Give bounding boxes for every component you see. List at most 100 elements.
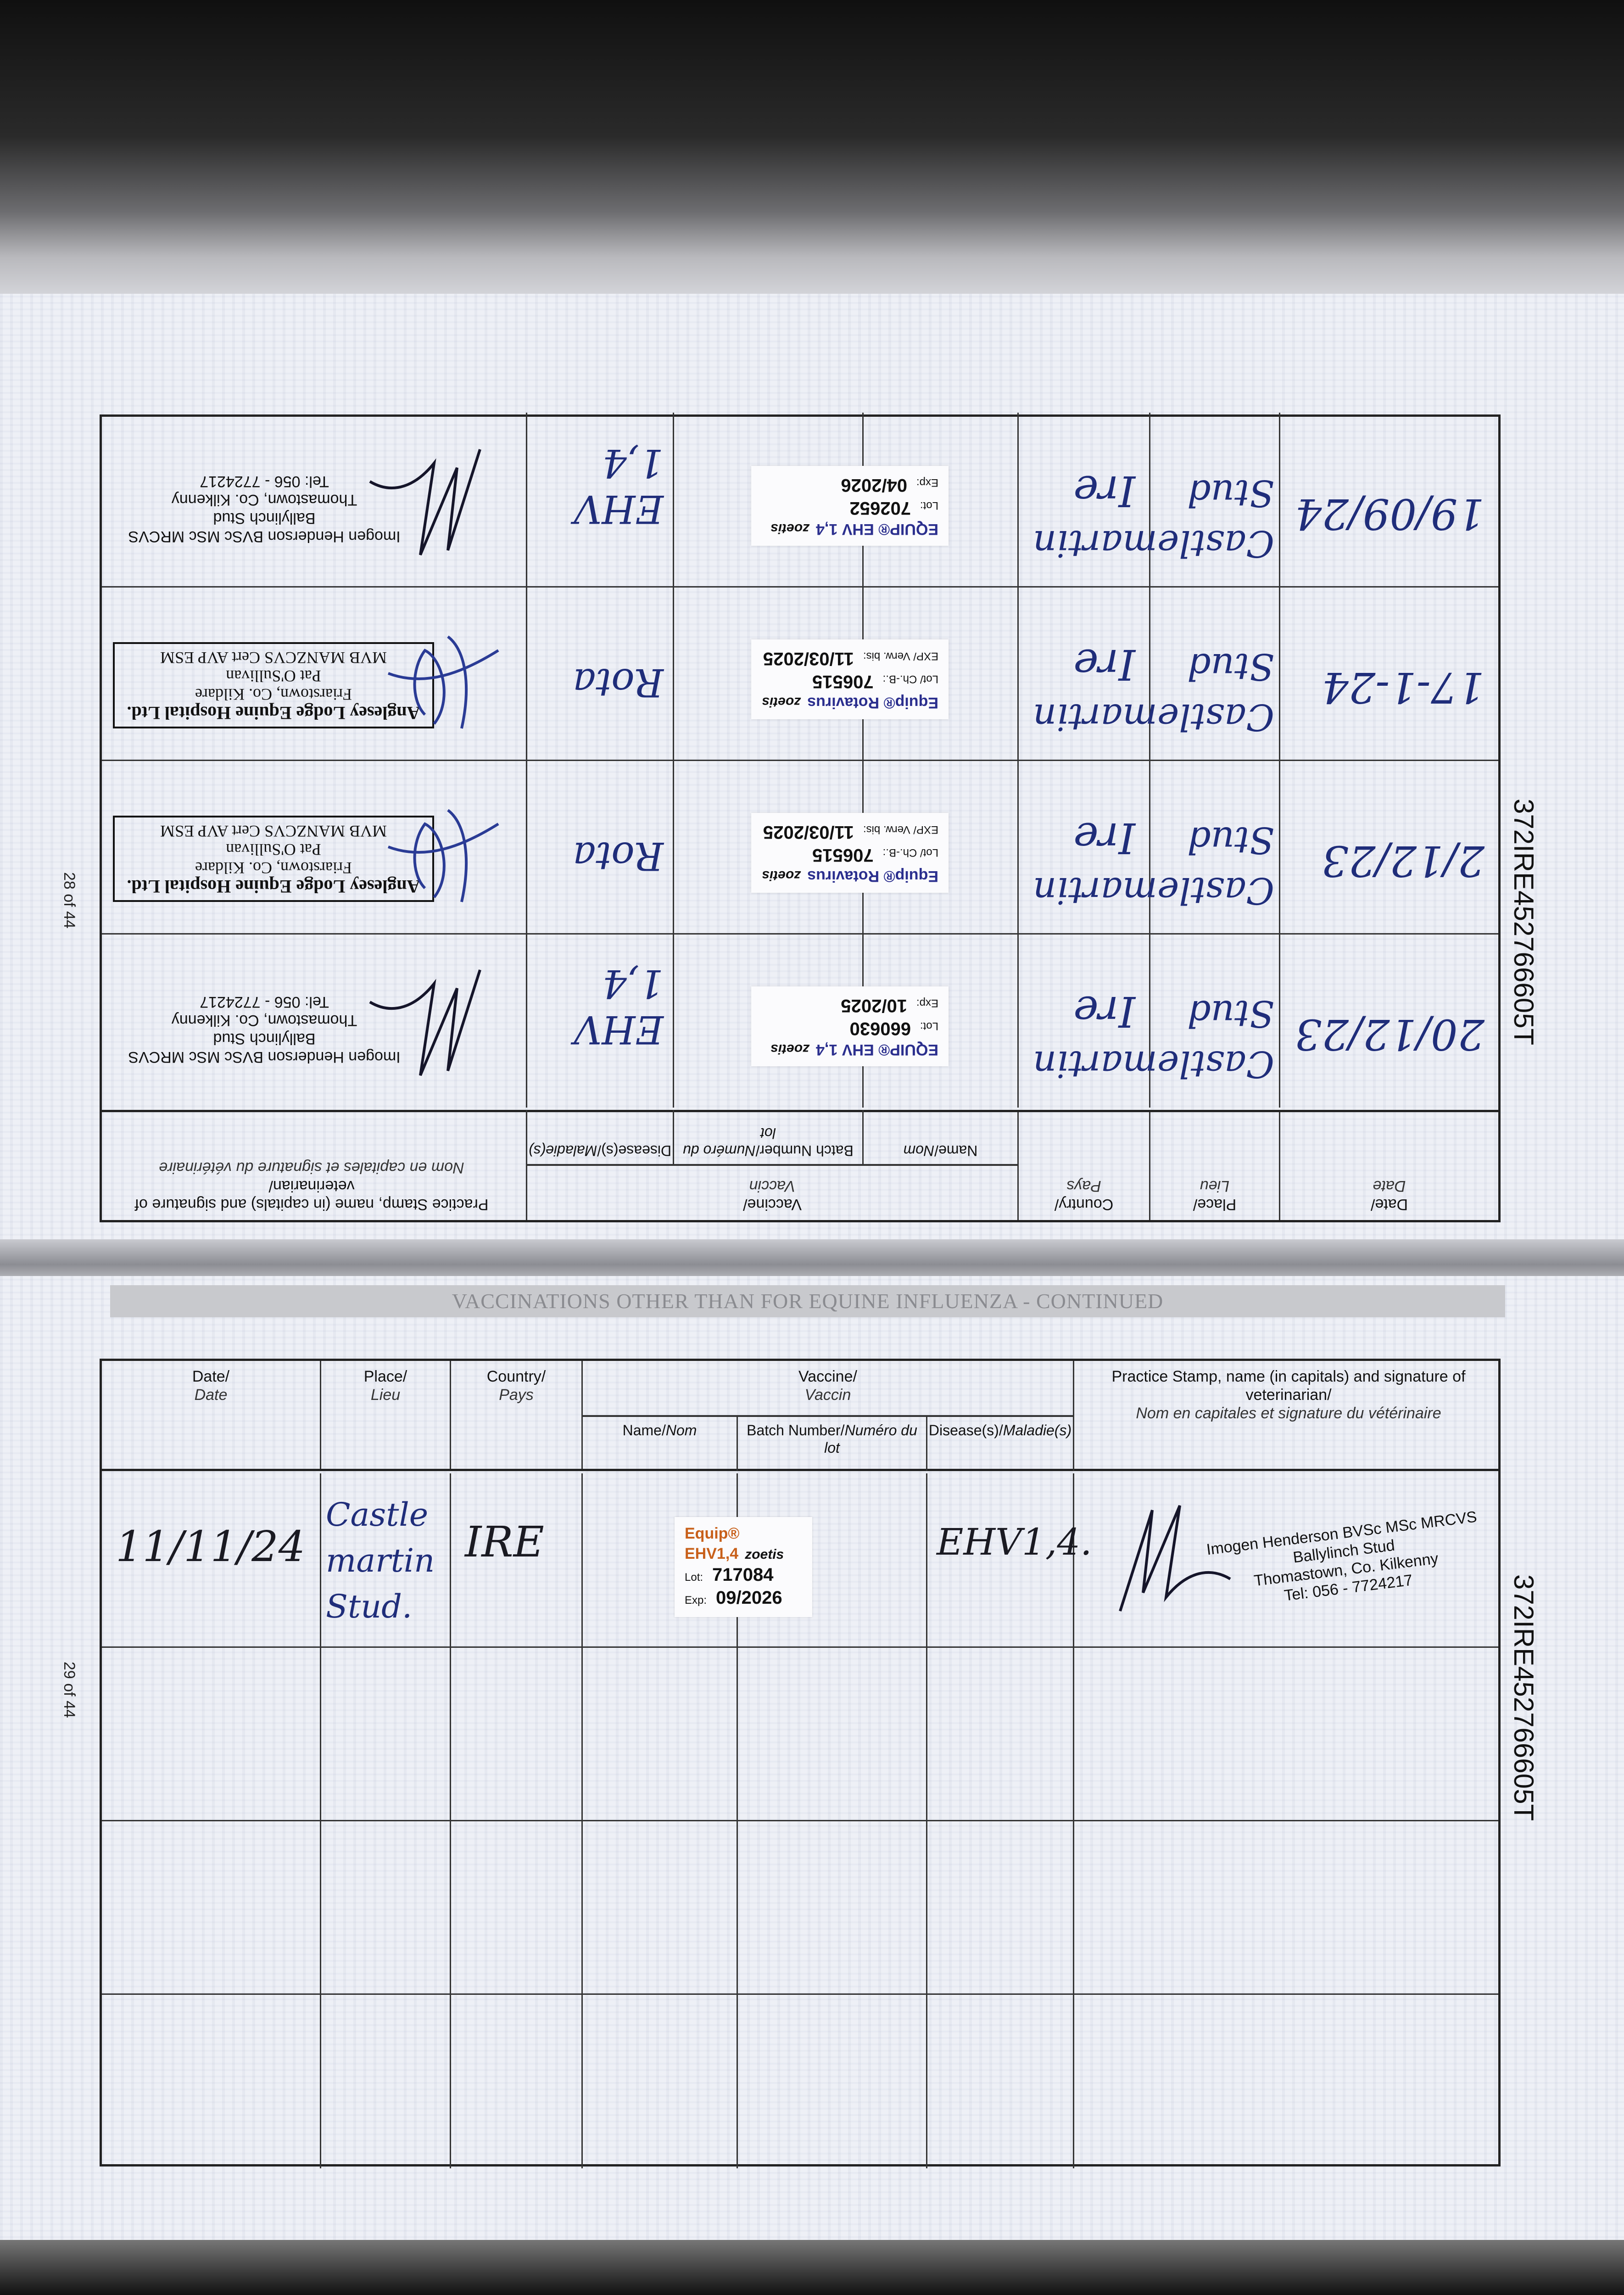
header-date: Date/Date bbox=[102, 1361, 321, 1469]
column-divider bbox=[526, 413, 527, 587]
sticker-exp-label: Exp: bbox=[685, 1594, 707, 1606]
disease-entry: EHV 1,4 bbox=[574, 961, 664, 1052]
stamp-cell: Anglesey Lodge Equine Hospital Ltd. Friar… bbox=[97, 761, 526, 934]
scanner-background-top bbox=[0, 0, 1624, 303]
sticker-exp-line: EXP/ Verw. bis: 11/03/2025 bbox=[761, 819, 938, 842]
passport-page-29 bbox=[0, 1276, 1624, 2245]
header-stamp-fr: Nom en capitales et signature du vétérin… bbox=[159, 1159, 464, 1176]
sticker-lot: 660630 bbox=[849, 1019, 911, 1039]
header-country: Country/Pays bbox=[451, 1361, 583, 1469]
page-number-28: 28 of 44 bbox=[61, 872, 78, 929]
sticker-exp: 11/03/2025 bbox=[763, 822, 854, 842]
column-divider bbox=[673, 761, 674, 934]
header-country-en: Country/ bbox=[1054, 1196, 1114, 1213]
sticker-exp-line: EXP/ Verw. bis: 11/03/2025 bbox=[761, 646, 938, 669]
signature-icon bbox=[387, 809, 499, 902]
column-divider bbox=[450, 1647, 451, 1820]
column-divider bbox=[1279, 761, 1280, 934]
column-divider bbox=[1279, 588, 1280, 761]
column-divider bbox=[320, 1994, 321, 2168]
column-divider bbox=[450, 1473, 451, 1646]
vaccine-label-sticker: Equip® EHV1,4 zoetis Lot: 717084 Exp: 09/2026 bbox=[675, 1517, 812, 1617]
country-entry: IRE bbox=[465, 1517, 544, 1567]
sticker-brand-line: Equip® Rotavirus zoetis bbox=[761, 692, 938, 713]
column-divider bbox=[581, 1994, 583, 2168]
table-row: 17-1-24 Castlemartin Stud Ire Equip® Rotavi… bbox=[102, 586, 1498, 761]
stamp-cell: Imogen Henderson BVSc MSc MRCVS Ballylinc… bbox=[97, 413, 526, 587]
vaccination-table-page-28: Date/Date Place/Lieu Country/Pays Vaccine/V… bbox=[97, 413, 1501, 1222]
header-date-fr: Date bbox=[194, 1386, 228, 1404]
column-divider bbox=[926, 1473, 927, 1646]
column-divider bbox=[926, 1994, 927, 2168]
table-row bbox=[102, 1820, 1498, 1995]
column-divider bbox=[673, 413, 674, 587]
header-disease: Disease(s)/Maladie(s) bbox=[526, 1110, 673, 1166]
header-name-en: Name/ bbox=[622, 1422, 666, 1439]
header-batch-fr: Numéro du lot bbox=[824, 1422, 917, 1456]
date-entry: 2/12/23 bbox=[1322, 836, 1484, 885]
sticker-brand-line: EQUIP® EHV 1,4 zoetis bbox=[761, 1039, 938, 1060]
sticker-lot-line: Lot: 702652 bbox=[761, 495, 938, 518]
sticker-lot-label: Lot/ Ch.-B.: bbox=[882, 846, 938, 859]
header-name: Name/Nom bbox=[862, 1110, 1017, 1166]
sticker-maker: zoetis bbox=[762, 694, 801, 710]
header-disease-en: Disease(s)/ bbox=[928, 1422, 1003, 1439]
sticker-lot: 706515 bbox=[812, 672, 874, 692]
header-stamp-fr: Nom en capitales et signature du vétérin… bbox=[1136, 1405, 1441, 1422]
sticker-brand: EQUIP® EHV 1,4 bbox=[816, 521, 938, 538]
header-name-fr: Nom bbox=[903, 1142, 935, 1159]
sticker-lot: 717084 bbox=[712, 1565, 774, 1585]
signature-icon bbox=[369, 969, 481, 1076]
vaccine-label-sticker: Equip® Rotavirus zoetis Lot/ Ch.-B.: 706515… bbox=[751, 639, 949, 719]
country-entry: Ire bbox=[1073, 813, 1135, 862]
header-place-fr: Lieu bbox=[370, 1386, 401, 1404]
sticker-exp-label: Exp: bbox=[916, 997, 938, 1009]
column-divider bbox=[581, 1820, 583, 1993]
column-divider bbox=[526, 935, 527, 1108]
header-name-fr: Nom bbox=[665, 1422, 697, 1439]
column-divider bbox=[320, 1647, 321, 1820]
table-row: 20/12/23 Castlemartin Stud Ire EQUIP® EHV 1… bbox=[102, 933, 1498, 1108]
sticker-exp-line: Exp: 10/2025 bbox=[761, 993, 938, 1016]
header-date-fr: Date bbox=[1373, 1177, 1406, 1195]
header-disease-fr: Maladie(s) bbox=[528, 1142, 597, 1159]
column-divider bbox=[581, 1473, 583, 1646]
column-divider bbox=[737, 1647, 738, 1820]
header-disease-en: Disease(s)/ bbox=[597, 1142, 672, 1159]
column-divider bbox=[1073, 1473, 1074, 1646]
header-country-fr: Pays bbox=[1066, 1177, 1101, 1195]
sticker-lot-label: Lot: bbox=[685, 1571, 703, 1584]
date-entry: 17-1-24 bbox=[1322, 663, 1484, 712]
header-stamp: Practice Stamp, name (in capitals) and s… bbox=[97, 1112, 526, 1220]
header-country: Country/Pays bbox=[1017, 1112, 1149, 1220]
sticker-brand-line: Equip® Rotavirus zoetis bbox=[761, 865, 938, 886]
column-divider bbox=[320, 1820, 321, 1993]
sticker-brand: Equip® Rotavirus bbox=[807, 694, 938, 711]
stamp-cell: Imogen Henderson BVSc MSc MRCVS Ballylinc… bbox=[1074, 1473, 1503, 1646]
stamp-cell: Anglesey Lodge Equine Hospital Ltd. Friar… bbox=[97, 588, 526, 761]
header-vaccine-fr: Vaccin bbox=[749, 1177, 796, 1195]
sticker-exp-label: EXP/ Verw. bis: bbox=[863, 650, 938, 662]
header-place-en: Place/ bbox=[1193, 1196, 1237, 1213]
sticker-exp: 09/2026 bbox=[716, 1588, 782, 1608]
sticker-brand: Equip® Rotavirus bbox=[807, 868, 938, 885]
header-stamp-en: Practice Stamp, name (in capitals) and s… bbox=[134, 1177, 489, 1213]
vaccination-table-page-29: Date/Date Place/Lieu Country/Pays Vaccine/V… bbox=[100, 1359, 1503, 2168]
sticker-lot-line: Lot/ Ch.-B.: 706515 bbox=[761, 842, 938, 865]
header-batch: Batch Number/Numéro du lot bbox=[673, 1110, 862, 1166]
header-country-en: Country/ bbox=[486, 1368, 546, 1385]
passport-id-page-29: 372IRE452766605T bbox=[1508, 1574, 1539, 1821]
sticker-lot: 706515 bbox=[812, 845, 874, 865]
signature-icon bbox=[1119, 1505, 1231, 1612]
column-divider bbox=[1279, 413, 1280, 587]
column-divider bbox=[450, 1994, 451, 2168]
practice-stamp: Imogen Henderson BVSc MSc MRCVS Ballylinc… bbox=[1200, 1507, 1491, 1614]
header-batch-en: Batch Number/ bbox=[747, 1422, 845, 1439]
header-date: Date/Date bbox=[1279, 1112, 1498, 1220]
page-number-29: 29 of 44 bbox=[61, 1662, 78, 1718]
sticker-lot-label: Lot/ Ch.-B.: bbox=[882, 673, 938, 685]
disease-entry: EHV 1,4 bbox=[574, 441, 664, 532]
header-vaccine-en: Vaccine/ bbox=[743, 1196, 802, 1213]
sticker-brand: EQUIP® EHV 1,4 bbox=[816, 1041, 938, 1058]
scanner-background-bottom bbox=[0, 2240, 1624, 2295]
